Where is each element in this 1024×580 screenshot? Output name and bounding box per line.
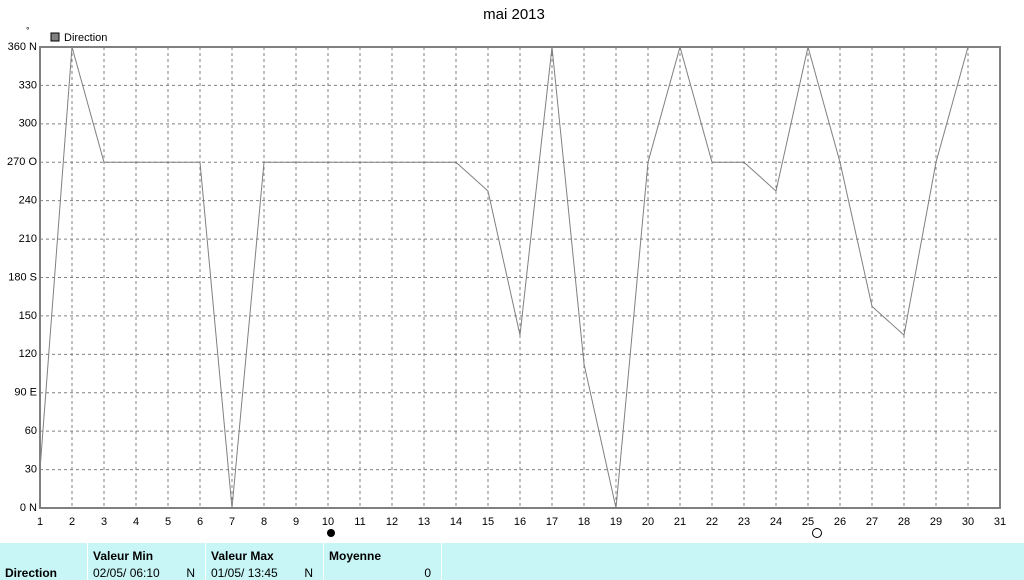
x-tick-label: 7: [229, 516, 235, 528]
mean-cell: Moyenne 0: [324, 543, 442, 580]
x-tick-label: 24: [770, 516, 782, 528]
legend-label: Direction: [64, 32, 107, 44]
full-moon-icon: [327, 529, 335, 537]
min-header: Valeur Min: [93, 549, 154, 563]
x-tick-label: 31: [994, 516, 1006, 528]
x-tick-label: 20: [642, 516, 654, 528]
chart-title: mai 2013: [483, 6, 545, 23]
y-tick-label: 360 N: [8, 41, 37, 53]
y-tick-label: 60: [25, 425, 37, 437]
x-tick-label: 3: [101, 516, 107, 528]
max-cell: Valeur Max 01/05/ 13:45 N: [206, 543, 324, 580]
x-tick-label: 8: [261, 516, 267, 528]
y-tick-label: 150: [19, 310, 37, 322]
x-tick-label: 17: [546, 516, 558, 528]
x-tick-label: 15: [482, 516, 494, 528]
x-tick-label: 21: [674, 516, 686, 528]
x-tick-label: 25: [802, 516, 814, 528]
x-tick-label: 5: [165, 516, 171, 528]
x-tick-label: 19: [610, 516, 622, 528]
x-tick-label: 11: [354, 516, 365, 528]
mean-header: Moyenne: [329, 549, 382, 563]
x-tick-label: 14: [450, 516, 462, 528]
row-label: Direction: [5, 566, 58, 580]
y-tick-label: 270 O: [7, 156, 37, 168]
y-tick-label: 30: [25, 463, 37, 475]
x-tick-label: 9: [293, 516, 299, 528]
y-tick-label: 180 S: [8, 271, 37, 283]
y-tick-label: 300: [19, 118, 37, 130]
y-tick-label: 120: [19, 348, 37, 360]
min-date: 02/05/ 06:10: [93, 566, 160, 580]
row-label-cell: Direction: [0, 543, 88, 580]
x-tick-label: 4: [133, 516, 139, 528]
x-tick-label: 10: [322, 516, 334, 528]
x-tick-label: 28: [898, 516, 910, 528]
y-axis-unit: °: [26, 25, 30, 35]
x-tick-label: 18: [578, 516, 590, 528]
max-header: Valeur Max: [211, 549, 274, 563]
new-moon-icon: [812, 528, 822, 538]
x-tick-label: 26: [834, 516, 846, 528]
min-cell: Valeur Min 02/05/ 06:10 N: [88, 543, 206, 580]
x-tick-label: 1: [37, 516, 43, 528]
plot-border: [39, 46, 1001, 509]
x-tick-label: 13: [418, 516, 430, 528]
y-tick-label: 240: [19, 195, 37, 207]
max-date: 01/05/ 13:45: [211, 566, 278, 580]
x-tick-label: 23: [738, 516, 750, 528]
x-tick-label: 6: [197, 516, 203, 528]
max-value: N: [304, 566, 313, 580]
y-tick-label: 210: [19, 233, 37, 245]
y-tick-label: 330: [19, 79, 37, 91]
x-tick-label: 29: [930, 516, 942, 528]
x-tick-label: 30: [962, 516, 974, 528]
y-tick-label: 90 E: [14, 387, 37, 399]
x-tick-label: 27: [866, 516, 878, 528]
x-tick-label: 12: [386, 516, 398, 528]
min-value: N: [186, 566, 195, 580]
y-tick-label: 0 N: [20, 502, 37, 514]
mean-value: 0: [424, 566, 431, 580]
summary-table: Direction Valeur Min 02/05/ 06:10 N Valeur…: [0, 543, 1024, 580]
x-tick-label: 22: [706, 516, 718, 528]
data-line: [39, 45, 969, 509]
x-tick-label: 2: [69, 516, 75, 528]
x-tick-label: 16: [514, 516, 526, 528]
legend-swatch: [50, 32, 60, 42]
